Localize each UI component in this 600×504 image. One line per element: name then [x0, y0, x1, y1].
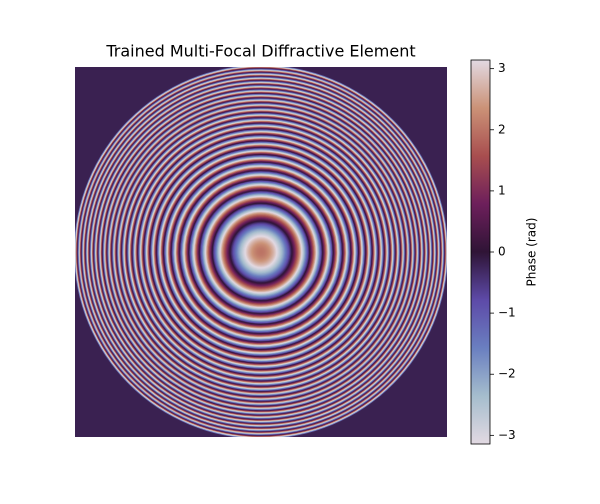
chart-title: Trained Multi-Focal Diffractive Element: [105, 42, 415, 61]
colorbar-tick-label: −3: [498, 428, 516, 442]
colorbar-tick-label: 1: [498, 183, 506, 197]
colorbar-tick-label: −2: [498, 367, 516, 381]
phase-ring: [260, 251, 262, 253]
phase-image: [75, 67, 447, 437]
colorbar-tick-label: −1: [498, 306, 516, 320]
colorbar-tick-label: 2: [498, 122, 506, 136]
colorbar-tick-label: 0: [498, 245, 506, 259]
colorbar: [470, 59, 491, 445]
colorbar-label: Phase (rad): [525, 218, 539, 287]
colorbar-tick-label: 3: [498, 61, 506, 75]
